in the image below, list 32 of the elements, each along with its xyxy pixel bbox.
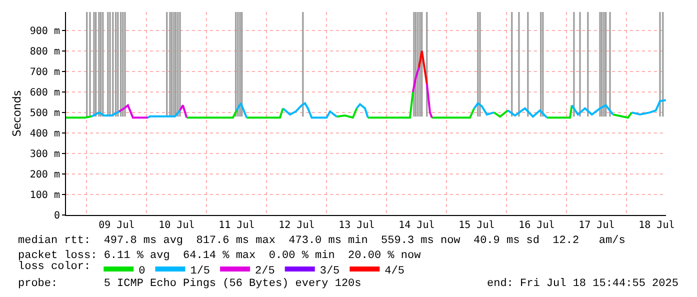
text: packet loss: 6.11 % avg 64.14 % max 0.00 % min 20.00 % now: [18, 250, 422, 262]
x-tick-label: 11 Jul: [218, 220, 255, 231]
line-series: [418, 50, 428, 85]
x-tick-label: 17 Jul: [578, 220, 615, 231]
legend-label: 3/5: [320, 265, 340, 278]
y-tick-label: 600 m: [30, 87, 60, 98]
legend-label: 2/5: [255, 265, 275, 278]
x-tick-label: 18 Jul: [638, 220, 675, 231]
text: probe: 5 ICMP Echo Pings (56 Bytes) every 120s: [18, 278, 362, 290]
y-tick-label: 200 m: [30, 169, 60, 180]
x-tick-label: 16 Jul: [518, 220, 555, 231]
y-tick-label: 700 m: [30, 66, 60, 78]
y-tick-label: 900 m: [30, 26, 60, 37]
x-tick-label: 13 Jul: [338, 220, 375, 231]
text: end: Fri Jul 18 15:44:55 2025: [487, 278, 678, 290]
y-tick-label: 500 m: [30, 108, 60, 119]
y-tick-label: 400 m: [30, 128, 60, 140]
x-tick-label: 12 Jul: [278, 220, 315, 231]
y-tick-label: 300 m: [30, 148, 60, 160]
x-tick-label: 09 Jul: [98, 220, 135, 231]
legend-label: 0: [138, 265, 146, 278]
legend-label: 4/5: [384, 265, 404, 278]
x-tick-label: 14 Jul: [398, 220, 435, 231]
x-tick-label: 10 Jul: [158, 220, 195, 231]
legend-label: 1/5: [190, 265, 210, 278]
y-axis-title: Seconds: [10, 90, 24, 137]
x-tick-label: 15 Jul: [458, 220, 495, 231]
y-tick-label: 0: [54, 210, 60, 222]
y-tick-label: 100 m: [30, 190, 60, 201]
y-tick-label: 800 m: [30, 46, 60, 58]
text: median rtt: 497.8 ms avg 817.6 ms max 473.0 ms min 559.3 ms now 40.9 ms sd 12.2 am/s: [18, 235, 626, 247]
legend-title: loss color:: [18, 260, 91, 273]
